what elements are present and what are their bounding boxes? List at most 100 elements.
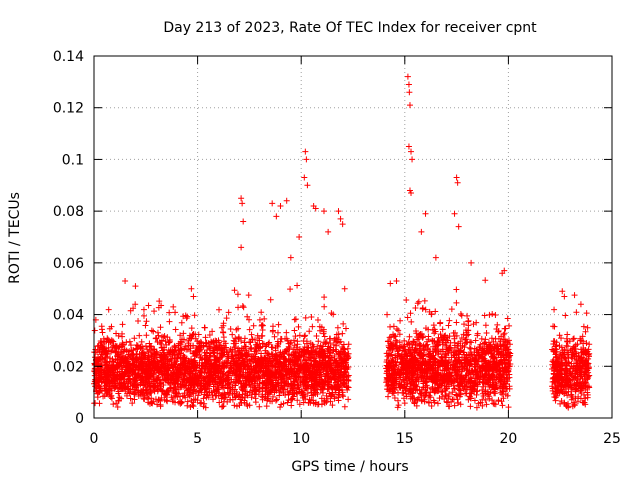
- data-point: [244, 313, 251, 320]
- data-point: [159, 333, 166, 340]
- data-point: [259, 372, 266, 379]
- data-point: [104, 335, 111, 342]
- data-point: [140, 306, 147, 313]
- data-point: [180, 336, 187, 343]
- data-point: [246, 326, 253, 333]
- data-point: [283, 329, 290, 336]
- data-point: [144, 346, 151, 353]
- data-point: [304, 390, 311, 397]
- data-point: [259, 327, 266, 334]
- data-point: [201, 366, 208, 373]
- data-point: [345, 396, 352, 403]
- data-point: [288, 402, 295, 409]
- data-point: [194, 397, 201, 404]
- data-point: [259, 340, 266, 347]
- data-point: [287, 340, 294, 347]
- data-point: [209, 328, 216, 335]
- data-point: [313, 333, 320, 340]
- data-point: [220, 320, 227, 327]
- data-point: [256, 403, 263, 410]
- data-point: [129, 350, 136, 357]
- data-point: [216, 306, 223, 313]
- data-point: [177, 332, 184, 339]
- data-point: [166, 318, 173, 325]
- data-point: [108, 395, 115, 402]
- data-point: [294, 390, 301, 397]
- data-point: [231, 402, 238, 409]
- data-point: [294, 341, 301, 348]
- data-point: [181, 390, 188, 397]
- data-points: [91, 73, 593, 411]
- data-point: [153, 349, 160, 356]
- data-point: [172, 347, 179, 354]
- data-point: [227, 325, 234, 332]
- data-point: [157, 324, 164, 331]
- data-point: [324, 395, 331, 402]
- data-point: [148, 327, 155, 334]
- data-point: [180, 330, 187, 337]
- data-point: [306, 328, 313, 335]
- data-point: [132, 301, 139, 308]
- data-point: [178, 319, 185, 326]
- data-point: [237, 396, 244, 403]
- data-point: [291, 342, 298, 349]
- data-point: [268, 344, 275, 351]
- data-point: [239, 303, 246, 310]
- data-point: [166, 309, 173, 316]
- data-point: [246, 357, 253, 364]
- data-point: [202, 334, 209, 341]
- data-point: [127, 342, 134, 349]
- data-point: [273, 396, 280, 403]
- data-point: [301, 371, 308, 378]
- data-point: [326, 335, 333, 342]
- data-point: [92, 400, 99, 407]
- data-point: [280, 389, 287, 396]
- data-point: [292, 316, 299, 323]
- data-point: [163, 397, 170, 404]
- data-point: [195, 388, 202, 395]
- data-point: [91, 327, 98, 334]
- data-point: [272, 347, 279, 354]
- data-point: [200, 395, 207, 402]
- data-point: [146, 340, 153, 347]
- data-point: [113, 330, 120, 337]
- data-point: [339, 330, 346, 337]
- data-point: [261, 315, 268, 322]
- data-point: [291, 316, 298, 323]
- data-point: [140, 312, 147, 319]
- data-point: [294, 397, 301, 404]
- data-point: [191, 386, 198, 393]
- data-point: [225, 309, 232, 316]
- data-point: [183, 315, 190, 322]
- data-point: [201, 324, 208, 331]
- data-point: [110, 401, 117, 408]
- data-point: [143, 318, 150, 325]
- data-point: [127, 307, 134, 314]
- data-point: [302, 332, 309, 339]
- data-point: [246, 338, 253, 345]
- data-point: [287, 286, 294, 293]
- data-point: [189, 331, 196, 338]
- data-point: [236, 377, 243, 384]
- data-point: [151, 308, 158, 315]
- data-point: [263, 403, 270, 410]
- data-point: [172, 309, 179, 316]
- data-point: [131, 335, 138, 342]
- data-point: [184, 402, 191, 409]
- data-point: [264, 349, 271, 356]
- data-point: [257, 343, 264, 350]
- data-point: [333, 334, 340, 341]
- data-point: [234, 291, 241, 298]
- data-point: [232, 335, 239, 342]
- data-point: [177, 393, 184, 400]
- data-point: [331, 395, 338, 402]
- data-point: [156, 298, 163, 305]
- data-point: [127, 395, 134, 402]
- data-point: [291, 327, 298, 334]
- data-point: [340, 320, 347, 327]
- data-point: [314, 316, 321, 323]
- data-point: [248, 331, 255, 338]
- data-point: [259, 321, 266, 328]
- data-point: [276, 392, 283, 399]
- data-point: [225, 380, 232, 387]
